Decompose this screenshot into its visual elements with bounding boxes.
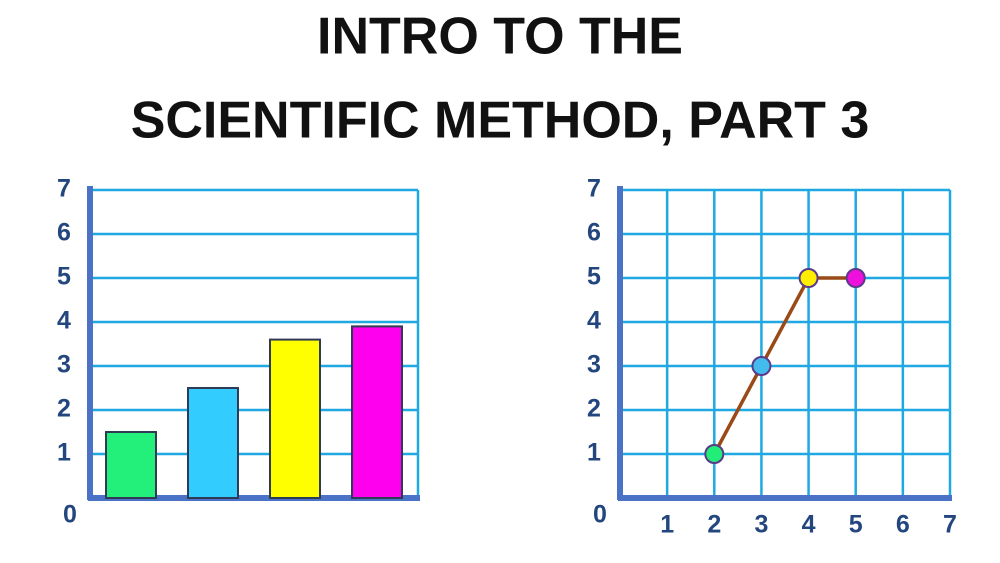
- point: [798, 268, 819, 288]
- point: [704, 444, 725, 464]
- y-tick-label: 4: [587, 307, 601, 335]
- x-tick-label: 4: [802, 511, 816, 539]
- y-tick-label: 3: [57, 351, 71, 379]
- bar: [105, 431, 157, 499]
- y-tick-label: 7: [587, 175, 601, 203]
- x-tick-label: 6: [896, 511, 910, 539]
- line: [712, 276, 856, 455]
- bar: [269, 338, 321, 499]
- y-tick-label: 1: [57, 439, 71, 467]
- point: [751, 356, 772, 376]
- point: [845, 268, 866, 288]
- title-line: INTRO TO THE: [317, 8, 683, 66]
- x-tick-label: 7: [943, 511, 957, 539]
- y-tick-label: 1: [587, 439, 601, 467]
- x-tick-label: 1: [660, 511, 674, 539]
- y-tick-label: 5: [57, 263, 71, 291]
- y-tick-label: 0: [593, 501, 607, 529]
- bar: [351, 325, 403, 499]
- y-tick-label: 2: [587, 395, 601, 423]
- y-tick-label: 5: [587, 263, 601, 291]
- y-tick-label: 6: [587, 219, 601, 247]
- x-tick-label: 2: [707, 511, 721, 539]
- title-line: SCIENTIFIC METHOD, PART 3: [131, 92, 870, 150]
- x-tick-label: 3: [754, 511, 768, 539]
- y-tick-label: 7: [57, 175, 71, 203]
- y-tick-label: 4: [57, 307, 71, 335]
- y-tick-label: 6: [57, 219, 71, 247]
- y-tick-label: 2: [57, 395, 71, 423]
- x-tick-label: 5: [849, 511, 863, 539]
- y-tick-label: 0: [63, 501, 77, 529]
- bar: [187, 387, 239, 499]
- y-tick-label: 3: [587, 351, 601, 379]
